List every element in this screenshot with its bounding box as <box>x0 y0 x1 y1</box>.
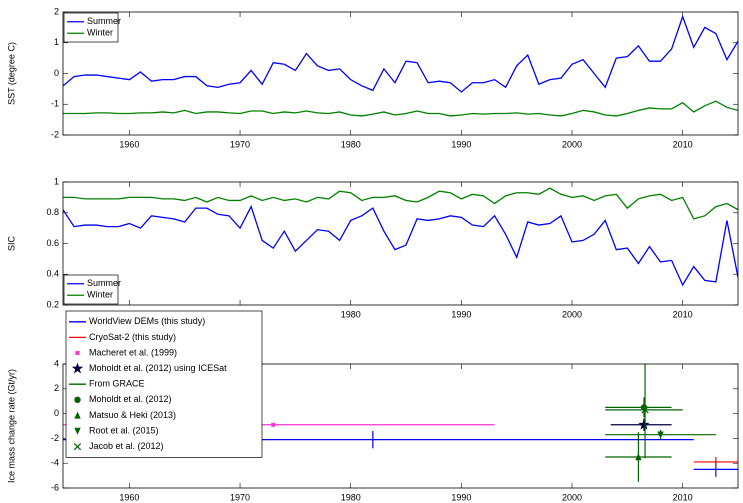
marker <box>71 362 84 374</box>
plot-area <box>63 182 738 305</box>
marker <box>75 351 80 355</box>
legend-label: Winter <box>87 28 113 38</box>
legend-label: WorldView DEMs (this study) <box>89 316 205 326</box>
y-tick-label: 0 <box>54 408 59 418</box>
y-tick-label: -4 <box>51 458 59 468</box>
marker <box>657 431 664 439</box>
x-tick-label: 1970 <box>230 139 250 149</box>
marker <box>638 418 650 430</box>
y-tick-label: -1 <box>51 99 59 109</box>
x-tick-label: 2000 <box>562 139 582 149</box>
marker <box>74 396 81 403</box>
y-tick-label: 4 <box>54 358 59 368</box>
legend-label: Moholdt et al. (2012) <box>89 394 172 404</box>
legend-box <box>63 274 119 305</box>
axes-frame <box>62 181 739 306</box>
marker <box>74 427 81 435</box>
x-tick-label: 2000 <box>562 492 582 502</box>
series-line <box>63 14 738 93</box>
y-tick-label: -6 <box>51 482 59 492</box>
legend-box <box>65 310 263 458</box>
x-tick-label: 1990 <box>451 309 471 319</box>
x-tick-label: 1980 <box>341 139 361 149</box>
x-tick-label: 1970 <box>230 492 250 502</box>
marker <box>73 442 82 451</box>
legend-box <box>63 12 119 43</box>
y-tick-label: -2 <box>51 129 59 139</box>
axes-frame <box>62 11 739 136</box>
x-tick-label: 2000 <box>562 309 582 319</box>
series-line <box>63 204 738 287</box>
y-tick-label: 0.8 <box>46 207 59 217</box>
legend: Summer Winter <box>63 12 121 43</box>
series-line <box>63 187 738 220</box>
x-tick-label: 1990 <box>451 492 471 502</box>
x-tick-label: 1960 <box>119 139 139 149</box>
y-tick-label: 1 <box>54 176 59 186</box>
y-axis-label: SST (degree C) <box>6 42 16 105</box>
x-tick-label: 1990 <box>451 139 471 149</box>
legend: WorldView DEMs (this study) CryoSat-2 (th… <box>65 310 263 458</box>
x-tick-label: 1960 <box>119 492 139 502</box>
legend: Summer Winter <box>63 274 121 305</box>
legend-label: Root et al. (2015) <box>89 425 159 435</box>
marker <box>641 406 649 414</box>
legend-label: CryoSat-2 (this study) <box>89 332 176 342</box>
marker <box>271 422 276 427</box>
legend-label: Matsuo & Heki (2013) <box>89 410 176 420</box>
series-line <box>63 100 738 117</box>
y-axis-label: Ice mass change rate (Gt/yr) <box>6 369 16 483</box>
legend-label: Moholdt et al. (2012) using ICESat <box>89 363 227 373</box>
y-tick-label: 0.2 <box>46 299 59 309</box>
legend-label: Macheret et al. (1999) <box>89 347 177 357</box>
x-tick-label: 1980 <box>341 492 361 502</box>
legend-label: From GRACE <box>89 379 145 389</box>
legend-label: Summer <box>87 16 121 26</box>
marker <box>635 453 642 461</box>
x-tick-label: 2010 <box>673 492 693 502</box>
legend-label: Winter <box>87 290 113 300</box>
axes-frame <box>62 363 739 489</box>
y-axis-label: SIC <box>6 236 16 252</box>
x-tick-label: 2010 <box>673 139 693 149</box>
plot-data <box>63 14 738 117</box>
x-tick-label: 2010 <box>673 309 693 319</box>
plot-data <box>63 187 738 287</box>
plot-area <box>63 12 738 135</box>
y-tick-label: 2 <box>54 383 59 393</box>
legend-label: Summer <box>87 278 121 288</box>
y-tick-label: 0.6 <box>46 238 59 248</box>
y-tick-label: 0 <box>54 68 59 78</box>
y-tick-label: 0.4 <box>46 269 59 279</box>
y-tick-label: -2 <box>51 433 59 443</box>
y-tick-label: 2 <box>54 6 59 16</box>
marker <box>74 411 81 419</box>
x-tick-label: 1980 <box>341 309 361 319</box>
legend-label: Jacob et al. (2012) <box>89 441 164 451</box>
y-tick-label: 1 <box>54 37 59 47</box>
